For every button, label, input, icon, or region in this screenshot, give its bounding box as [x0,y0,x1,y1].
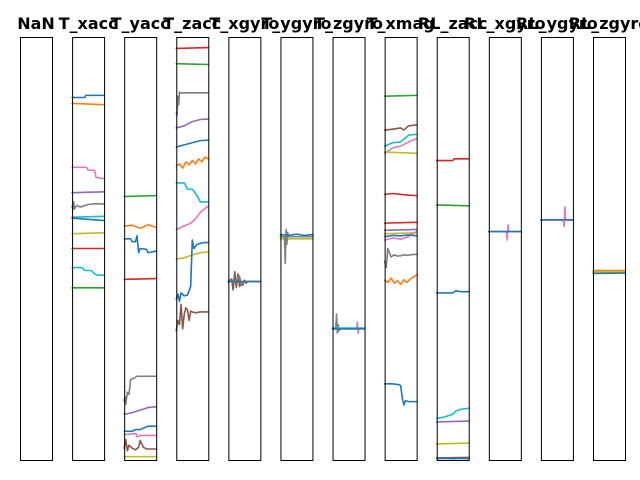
series-line [123,432,157,438]
panel-title: T_xmag [367,14,435,33]
panel-frame [20,37,53,461]
series-line [435,158,470,162]
series-line [227,270,262,291]
series-line [123,235,157,254]
series-line [383,228,418,232]
series-line [123,438,157,452]
series-line [331,313,366,334]
series-line [383,221,418,224]
panel-frame [228,37,262,461]
series-line [71,102,105,106]
panel-frame [332,37,366,461]
panel-frame [593,37,626,461]
series-line [383,151,418,155]
series-line [123,224,157,229]
series-line [435,407,470,420]
panel: RL_zacc [418,14,488,461]
series-line [71,201,105,211]
series-line [488,224,522,241]
series-line [435,204,470,207]
panel: RL_zgyro [569,14,640,461]
series-line [435,420,470,423]
panel-title: RL_ygyro [516,14,598,33]
series-line [71,266,105,276]
series-line [71,232,105,235]
series-line [123,194,157,198]
series-line [383,133,418,147]
series-line [123,405,157,416]
panel-frame [124,37,158,461]
series-line [175,46,210,50]
series-line [71,166,105,180]
series-line [175,303,210,332]
series-line [383,232,418,235]
panel-title: RL_xgyro [464,14,546,33]
series-line [383,137,418,155]
series-line [175,62,210,66]
series-line [383,247,418,269]
panel: RL_ygyro [516,14,598,461]
panel: T_ygyro [261,14,332,461]
panel: T_xmag [367,14,435,461]
panel: NaN [17,14,55,461]
panel-frame [384,37,418,461]
panel-title: T_xgyro [209,14,279,33]
series-line [175,239,210,303]
panel-title: NaN [17,14,55,33]
panel-title: T_yacc [111,14,170,33]
panel-frame [488,37,522,461]
panel-title: T_xacc [59,14,118,33]
panel-frame [176,37,210,461]
panel-frame [72,37,106,461]
panel-frame [280,37,314,461]
series-line [71,191,105,194]
series-line [175,182,210,203]
series-line [175,91,210,117]
panel: T_yacc [111,14,170,461]
series-line [383,273,418,286]
series-line [540,206,574,228]
series-line [123,425,157,433]
series-line [71,217,105,222]
series-line [175,205,210,231]
series-line [123,277,157,281]
series-line [123,375,157,405]
series-line [175,118,210,129]
series-line [175,156,210,169]
panel: RL_xgyro [464,14,546,461]
panel-title: T_zgyro [314,14,383,33]
panel: T_xgyro [209,14,279,461]
panel-title: RL_zacc [418,14,488,33]
series-line [175,139,210,148]
series-line [383,230,418,241]
series-line [383,94,418,98]
series-line [435,442,470,445]
series-line [71,215,105,218]
panel-title: T_zacc [163,14,221,33]
series-line [383,234,418,238]
series-line [383,124,418,131]
series-line [71,94,105,99]
panel-frame [540,37,574,461]
series-line [435,290,470,294]
series-line [383,192,418,197]
panel: T_zacc [163,14,221,461]
panel: T_xacc [59,14,118,461]
panel: T_zgyro [314,14,383,461]
series-line [383,383,418,406]
panel-title: RL_zgyro [569,14,640,33]
panel-frame [436,37,470,461]
panel-title: T_ygyro [261,14,331,33]
series-line [279,233,314,237]
